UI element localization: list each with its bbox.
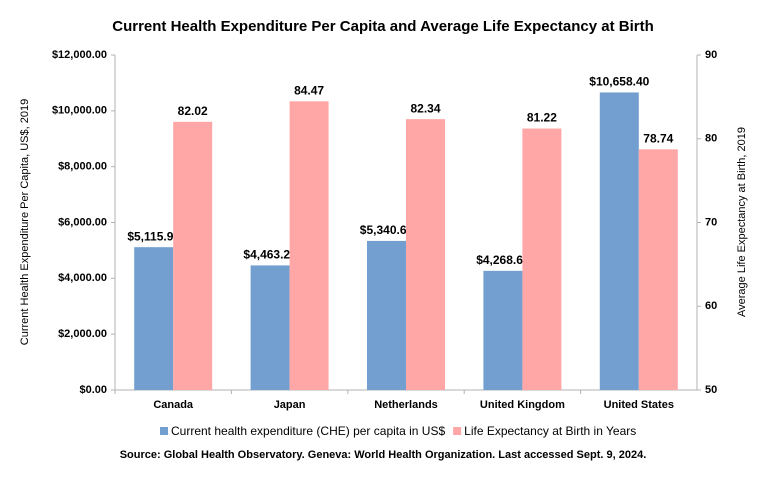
y-tick-label: $8,000.00 <box>58 161 107 173</box>
bar <box>250 265 290 390</box>
bar <box>367 240 406 390</box>
chart-title: Current Health Expenditure Per Capita an… <box>112 18 654 35</box>
y2-tick-label: 80 <box>705 133 717 145</box>
y-tick-label: $0.00 <box>79 384 107 396</box>
value-label: $4,463.28 <box>243 248 297 262</box>
legend-label: Current health expenditure (CHE) per cap… <box>171 424 445 438</box>
y-tick-label: $2,000.00 <box>58 328 107 340</box>
value-label: $4,268.68 <box>476 253 530 267</box>
value-label: 82.34 <box>410 101 440 115</box>
x-tick-label: Japan <box>274 399 306 411</box>
legend-label: Life Expectancy at Birth in Years <box>464 424 636 438</box>
y2-axis-title: Average Life Expectancy at Birth, 2019 <box>736 127 748 317</box>
bar <box>638 149 678 390</box>
y-tick-label: $12,000.00 <box>52 49 107 61</box>
source-note: Source: Global Health Observatory. Genev… <box>120 449 647 461</box>
y2-tick-label: 60 <box>705 300 717 312</box>
bar <box>406 119 445 390</box>
bar <box>289 101 329 390</box>
value-label: $10,658.40 <box>589 75 649 89</box>
bar <box>599 92 639 390</box>
x-tick-label: Canada <box>153 399 194 411</box>
value-label: 84.47 <box>294 83 324 97</box>
legend-swatch <box>453 427 462 435</box>
value-label: 82.02 <box>178 104 208 118</box>
y-tick-label: $10,000.00 <box>52 105 107 117</box>
bar <box>134 247 174 390</box>
value-label: 81.22 <box>527 111 557 125</box>
bar <box>483 270 523 390</box>
y-axis-title: Current Health Expenditure Per Capita, U… <box>19 99 31 345</box>
x-tick-label: Netherlands <box>374 399 438 411</box>
y-tick-label: $6,000.00 <box>58 216 107 228</box>
bar <box>522 128 562 390</box>
bar <box>173 121 213 391</box>
y2-tick-label: 50 <box>705 384 717 396</box>
legend-swatch <box>160 427 168 435</box>
y-tick-label: $4,000.00 <box>58 272 107 284</box>
x-tick-label: United States <box>604 399 674 411</box>
value-label: $5,340.61 <box>360 223 414 237</box>
value-label: $5,115.98 <box>127 229 180 243</box>
value-label: 78.74 <box>643 131 673 145</box>
y2-tick-label: 70 <box>705 216 717 228</box>
y2-tick-label: 90 <box>705 49 717 61</box>
x-tick-label: United Kingdom <box>480 399 565 411</box>
